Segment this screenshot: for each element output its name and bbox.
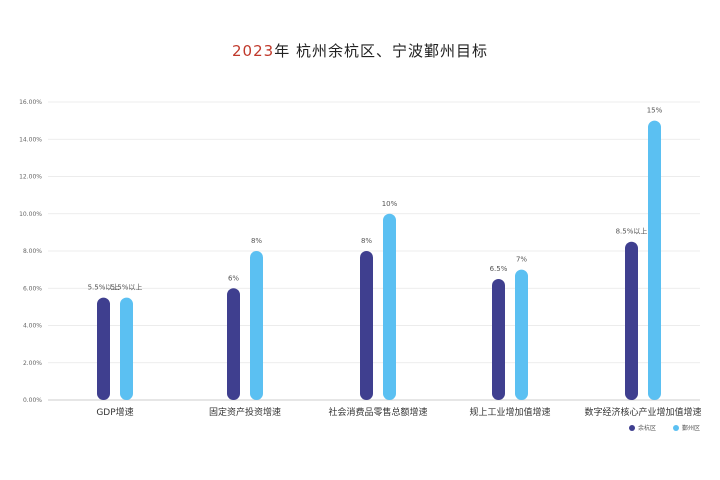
- legend-marker: [673, 425, 679, 431]
- data-label: 8%: [251, 237, 262, 245]
- y-tick-label: 6.00%: [23, 285, 42, 292]
- bar: [97, 297, 110, 400]
- data-label: 15%: [647, 107, 663, 115]
- y-tick-label: 2.00%: [23, 360, 42, 367]
- data-label: 8.5%以上: [616, 227, 648, 236]
- title-year: 2023: [232, 42, 275, 60]
- data-label: 5.5%以上: [111, 283, 143, 292]
- y-tick-label: 0.00%: [23, 397, 42, 404]
- bar: [250, 251, 263, 400]
- y-tick-label: 12.00%: [19, 174, 42, 181]
- data-label: 6.5%: [490, 265, 508, 273]
- legend-marker: [629, 425, 635, 431]
- legend-label: 余杭区: [638, 424, 656, 432]
- y-tick-label: 10.00%: [19, 211, 42, 218]
- data-label: 7%: [516, 256, 527, 264]
- bar: [515, 269, 528, 400]
- bar: [625, 241, 638, 400]
- y-tick-label: 16.00%: [19, 99, 42, 106]
- x-category-label: GDP增速: [96, 406, 133, 418]
- data-label: 10%: [382, 200, 398, 208]
- bar: [360, 251, 373, 400]
- data-label: 8%: [361, 237, 372, 245]
- bar: [648, 120, 661, 400]
- bar: [383, 213, 396, 400]
- data-label: 6%: [228, 274, 239, 282]
- y-tick-label: 4.00%: [23, 323, 42, 330]
- bar: [120, 297, 133, 400]
- data-label: 5.5%以上: [88, 283, 120, 292]
- y-tick-label: 8.00%: [23, 248, 42, 255]
- legend-label: 鄞州区: [682, 424, 700, 432]
- bar: [227, 288, 240, 400]
- x-category-label: 规上工业增加值增速: [469, 406, 550, 418]
- title-text: 年 杭州余杭区、宁波鄞州目标: [274, 42, 488, 60]
- x-category-label: 数字经济核心产业增加值增速: [584, 406, 701, 418]
- chart-title: 2023年 杭州余杭区、宁波鄞州目标: [0, 40, 720, 61]
- bar: [492, 278, 505, 400]
- y-tick-label: 14.00%: [19, 136, 42, 143]
- x-category-label: 固定资产投资增速: [209, 406, 281, 418]
- x-category-label: 社会消费品零售总额增速: [328, 406, 427, 418]
